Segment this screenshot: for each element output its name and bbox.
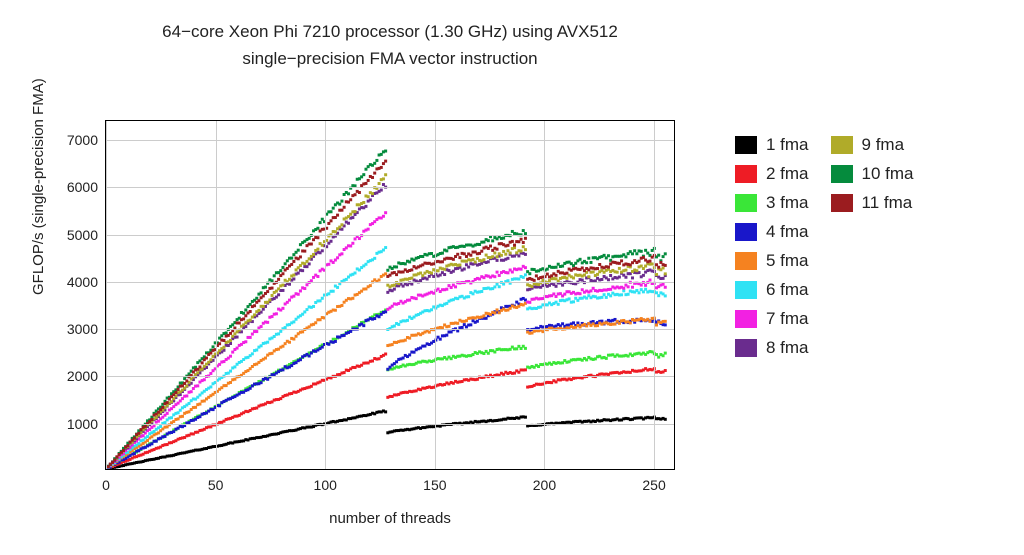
grid-line-h (106, 187, 674, 188)
y-tick-label: 3000 (67, 321, 98, 337)
grid-line-h (106, 376, 674, 377)
legend-swatch (735, 310, 757, 328)
legend-column-2: 9 fma 10 fma 11 fma (831, 135, 914, 358)
grid-line-v (325, 121, 326, 469)
grid-line-h (106, 424, 674, 425)
legend-item: 4 fma (735, 222, 809, 242)
legend-item: 1 fma (735, 135, 809, 155)
plot-svg (106, 121, 674, 469)
x-tick-label: 250 (642, 477, 665, 493)
legend-item: 9 fma (831, 135, 914, 155)
grid-line-h (106, 282, 674, 283)
y-axis-label: GFLOP/s (single-precision FMA) (30, 78, 47, 295)
legend-swatch (735, 223, 757, 241)
legend-label: 11 fma (862, 193, 913, 213)
y-tick-label: 6000 (67, 179, 98, 195)
x-tick-label: 50 (208, 477, 224, 493)
legend-item: 5 fma (735, 251, 809, 271)
legend: 1 fma 2 fma 3 fma 4 fma 5 fma 6 fma 7 fma 8 fma… (735, 135, 914, 358)
legend-column-1: 1 fma 2 fma 3 fma 4 fma 5 fma 6 fma 7 fma 8 fma (735, 135, 809, 358)
y-tick-label: 7000 (67, 132, 98, 148)
y-tick-label: 1000 (67, 416, 98, 432)
legend-label: 8 fma (766, 338, 809, 358)
legend-label: 10 fma (862, 164, 914, 184)
legend-swatch (831, 194, 853, 212)
grid-line-v (654, 121, 655, 469)
grid-line-v (106, 121, 107, 469)
x-tick-label: 200 (533, 477, 556, 493)
grid-line-h (106, 235, 674, 236)
grid-line-v (435, 121, 436, 469)
legend-label: 9 fma (862, 135, 905, 155)
legend-item: 10 fma (831, 164, 914, 184)
grid-line-h (106, 329, 674, 330)
legend-swatch (735, 281, 757, 299)
y-tick-label: 4000 (67, 274, 98, 290)
legend-item: 6 fma (735, 280, 809, 300)
grid-line-h (106, 140, 674, 141)
series-7 (107, 211, 667, 468)
legend-swatch (831, 136, 853, 154)
legend-label: 3 fma (766, 193, 809, 213)
legend-item: 11 fma (831, 193, 914, 213)
legend-label: 7 fma (766, 309, 809, 329)
title-line-2: single−precision FMA vector instruction (0, 45, 780, 72)
chart-container: 64−core Xeon Phi 7210 processor (1.30 GH… (0, 0, 1024, 555)
legend-label: 2 fma (766, 164, 809, 184)
legend-swatch (735, 136, 757, 154)
chart-title: 64−core Xeon Phi 7210 processor (1.30 GH… (0, 18, 780, 72)
legend-label: 1 fma (766, 135, 809, 155)
legend-label: 6 fma (766, 280, 809, 300)
legend-swatch (735, 252, 757, 270)
legend-label: 5 fma (766, 251, 809, 271)
grid-line-v (544, 121, 545, 469)
legend-label: 4 fma (766, 222, 809, 242)
x-tick-label: 150 (423, 477, 446, 493)
legend-item: 8 fma (735, 338, 809, 358)
x-axis-label: number of threads (105, 510, 675, 527)
x-tick-label: 0 (102, 477, 110, 493)
title-line-1: 64−core Xeon Phi 7210 processor (1.30 GH… (0, 18, 780, 45)
legend-item: 7 fma (735, 309, 809, 329)
grid-line-v (216, 121, 217, 469)
y-tick-label: 2000 (67, 368, 98, 384)
x-tick-label: 100 (314, 477, 337, 493)
legend-swatch (735, 165, 757, 183)
plot-area: 1000200030004000500060007000050100150200… (105, 120, 675, 470)
legend-item: 3 fma (735, 193, 809, 213)
y-tick-label: 5000 (67, 227, 98, 243)
series-1 (107, 409, 667, 469)
legend-swatch (735, 194, 757, 212)
series-3 (107, 309, 667, 469)
legend-swatch (831, 165, 853, 183)
legend-item: 2 fma (735, 164, 809, 184)
legend-swatch (735, 339, 757, 357)
